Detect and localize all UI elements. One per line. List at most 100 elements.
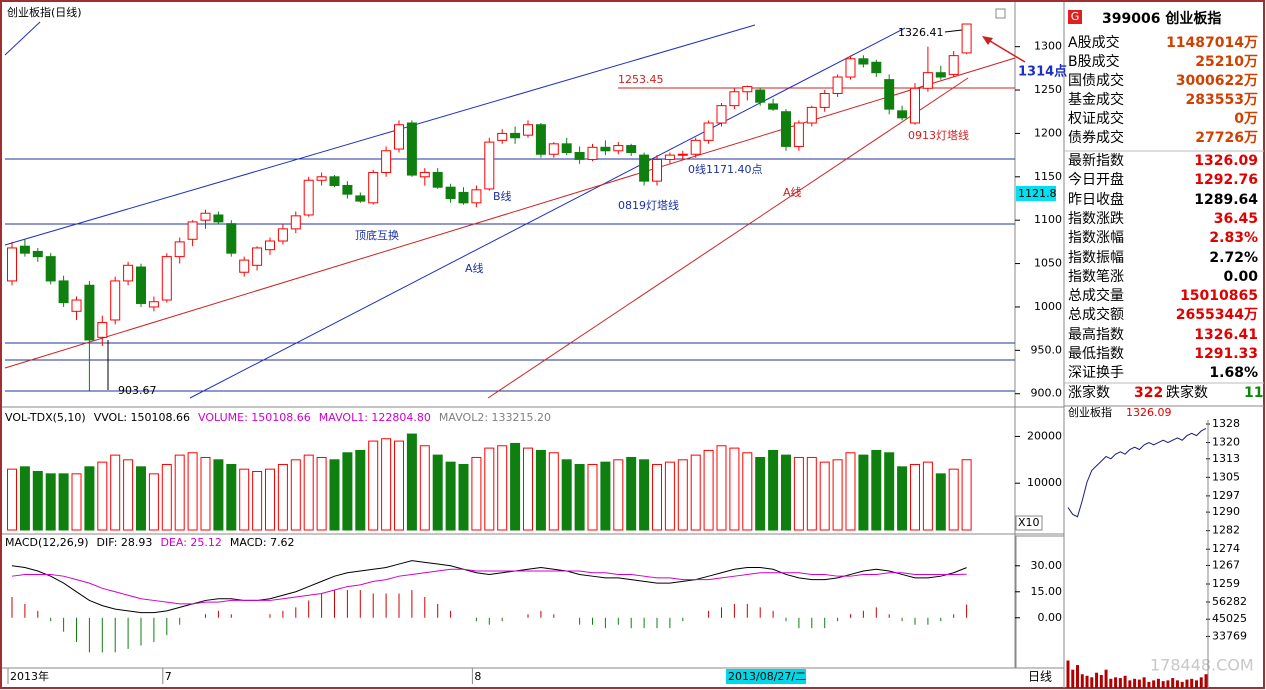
breadth-down_label: 跌家数 — [1166, 385, 1208, 401]
candle-body — [342, 184, 353, 195]
candle-body — [922, 72, 933, 89]
volume-bar — [187, 452, 198, 531]
breadth-up: 322 — [1134, 385, 1164, 401]
candle-body — [535, 124, 546, 155]
quote-value: 1289.64 — [1194, 191, 1258, 208]
quote-row: 最低指数 1291.33 — [1068, 345, 1260, 364]
pane-header: DIF: 28.93 — [97, 536, 153, 549]
candle-body — [497, 132, 508, 141]
y-tick-label: 1100 — [1034, 213, 1062, 226]
volume-bar — [652, 463, 662, 531]
candle-body — [703, 122, 714, 141]
quote-row: 债券成交 27726万 — [1068, 129, 1260, 148]
candle-body — [187, 221, 198, 240]
y-tick-label: 1274 — [1212, 542, 1240, 555]
candle-body — [806, 106, 817, 124]
trend-line — [189, 27, 906, 399]
quote-row: 总成交额 2655344万 — [1068, 306, 1260, 325]
annotation: 1253.45 — [618, 73, 664, 86]
candle-body — [19, 245, 30, 254]
volume-bar — [252, 471, 263, 531]
cursor-date: 2013/08/27/二 — [728, 670, 806, 683]
y-tick-label: 56282 — [1212, 595, 1247, 608]
candle-body — [574, 152, 585, 160]
candle-body — [755, 89, 766, 103]
volume-bar — [922, 461, 933, 531]
volume-bar — [200, 456, 211, 531]
candle-body — [587, 146, 598, 160]
scale-note: X10 — [1018, 516, 1040, 529]
volume-bar — [355, 449, 366, 531]
y-tick-label: 1250 — [1034, 83, 1062, 96]
y-tick-label: 1300 — [1034, 40, 1062, 53]
volume-bar — [226, 463, 237, 531]
y-tick-label: 900.0 — [1031, 387, 1063, 400]
pane-header: MACD: 7.62 — [230, 536, 295, 549]
annotation: 903.67 — [118, 384, 157, 397]
axis-box — [1015, 535, 1065, 669]
candle-body — [910, 87, 920, 124]
volume-bar — [768, 449, 779, 531]
x-tick-label: 2013年 — [10, 669, 49, 683]
candle-body — [7, 247, 17, 282]
candle-body — [277, 228, 288, 242]
candle-body — [690, 139, 701, 155]
quote-value: 36.45 — [1213, 210, 1258, 227]
y-tick-label: 1320 — [1212, 436, 1240, 449]
candle-body — [71, 299, 82, 312]
trend-lines — [4, 21, 1026, 399]
quote-label: 债券成交 — [1068, 130, 1124, 146]
macd-line — [11, 560, 967, 614]
candle-body — [226, 223, 237, 254]
macd-line — [11, 568, 967, 605]
pane-header: VVOL: 150108.66 — [94, 411, 190, 424]
quote-label: 总成交量 — [1068, 288, 1124, 305]
candle-body — [935, 72, 946, 78]
candle-body — [858, 58, 869, 65]
volume-bar — [174, 454, 185, 531]
candle-body — [677, 153, 688, 156]
volume-bar — [394, 440, 404, 531]
quote-row: A股成交 11487014万 — [1068, 34, 1260, 53]
annotation: 顶底互换 — [355, 228, 399, 242]
volume-bar — [884, 452, 895, 531]
quote-label: 指数笔涨 — [1068, 268, 1124, 285]
candle-body — [303, 179, 314, 216]
cursor-price: 1121.8 — [1018, 187, 1057, 200]
quote-row: 总成交量 15010865 — [1068, 287, 1260, 306]
volume-bar — [239, 468, 250, 531]
candle-body — [768, 103, 779, 110]
watermark: 178448.COM — [1150, 656, 1254, 675]
volume-bar — [110, 454, 121, 531]
annotation: 0线1171.40点 — [688, 162, 763, 176]
intraday-last: 1326.09 — [1126, 406, 1172, 419]
candle-body — [819, 93, 830, 108]
candle-body — [123, 264, 134, 282]
candle-body — [252, 247, 263, 266]
arrow-head — [982, 36, 993, 45]
candle-body — [419, 171, 430, 178]
quote-label: 指数振幅 — [1068, 249, 1124, 266]
candle-body — [548, 143, 559, 155]
candle-body — [161, 256, 172, 301]
pane-header: VOLUME: 150108.66 — [198, 411, 311, 424]
y-tick-label: 20000 — [1027, 429, 1062, 442]
candle-body — [174, 241, 185, 258]
y-tick-label: 1290 — [1212, 505, 1240, 518]
volume-bar — [561, 459, 572, 531]
y-tick-label: 1297 — [1212, 489, 1240, 502]
cursor-date-box — [726, 669, 806, 684]
quote-label: B股成交 — [1068, 54, 1120, 70]
breadth-row: 涨家数 322 跌家数 11 — [1068, 384, 1263, 403]
volume-bar — [71, 473, 82, 531]
candle-body — [832, 76, 843, 95]
volume-bar — [742, 452, 753, 531]
volume-bar — [445, 461, 456, 531]
volume-bar — [871, 449, 882, 531]
quote-row: 最新指数 1326.09 — [1068, 152, 1260, 171]
volume-bar — [703, 449, 714, 531]
quote-row: 指数涨跌 36.45 — [1068, 210, 1260, 229]
quote-label: 最低指数 — [1068, 346, 1124, 362]
quote-code: 399006 创业板指 — [1102, 11, 1222, 27]
